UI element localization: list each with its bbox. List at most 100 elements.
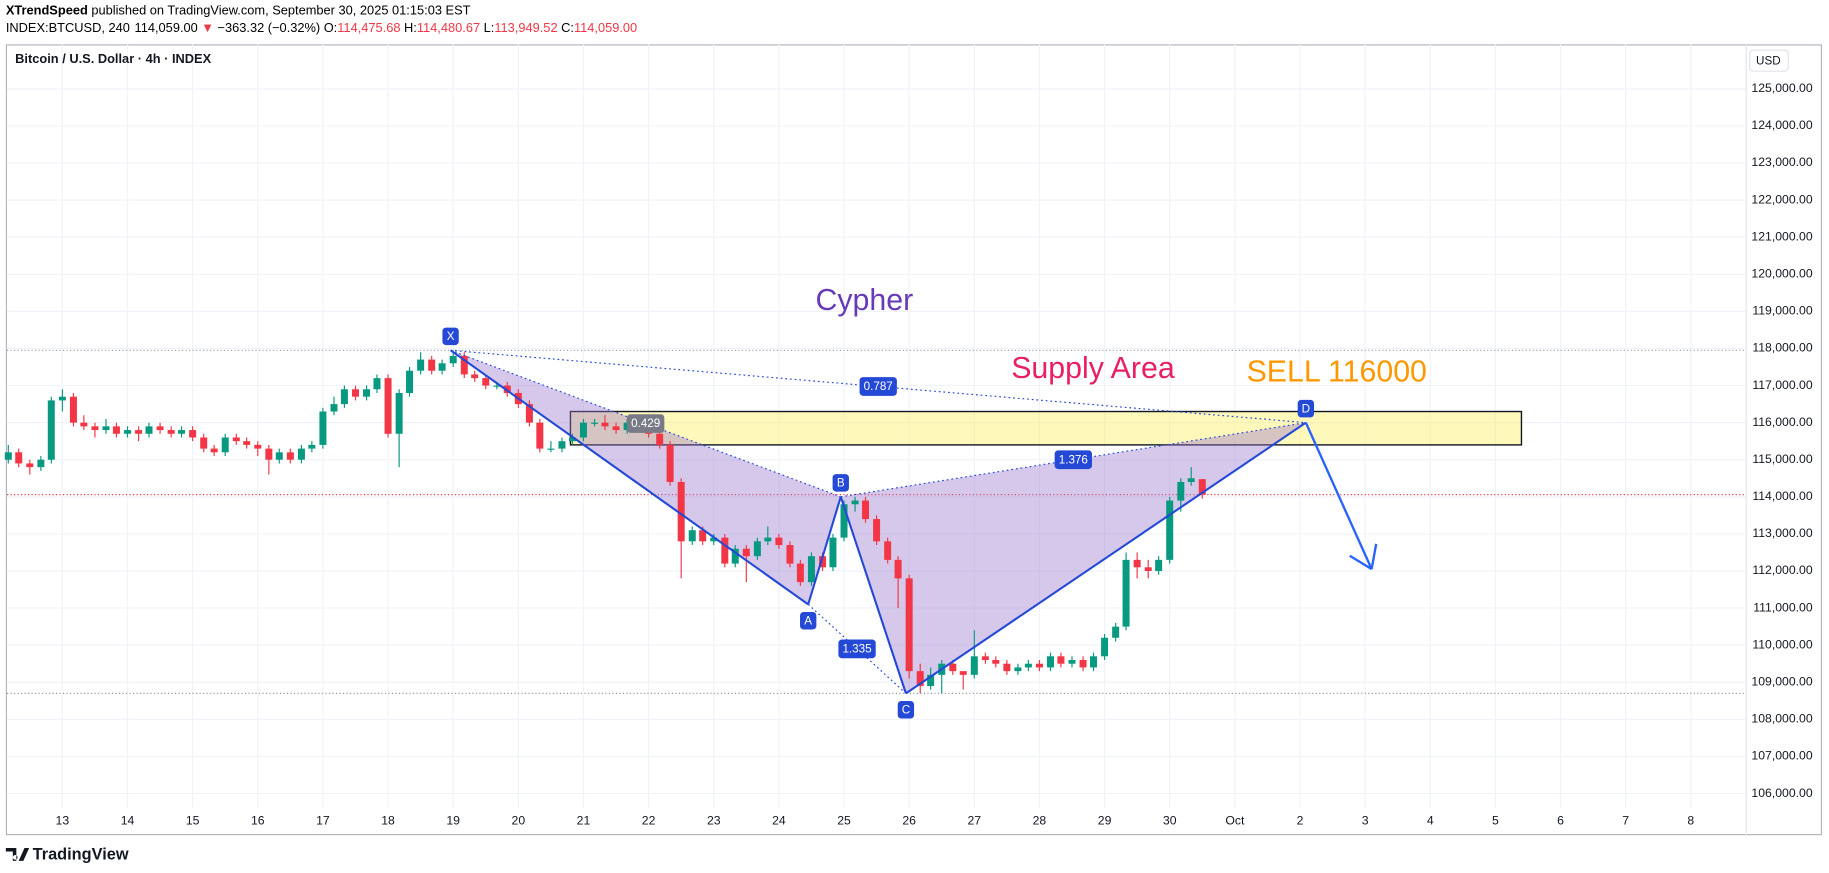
candle-body: [80, 422, 88, 427]
ratio-line: [840, 422, 1306, 498]
candle-body: [1198, 479, 1206, 495]
y-tick-label: 114,000.00: [1752, 489, 1813, 503]
x-tick-label: 4: [1427, 813, 1434, 827]
candle-body: [232, 437, 240, 442]
y-tick-label: 124,000.00: [1751, 118, 1812, 132]
y-tick-label: 113,000.00: [1752, 526, 1813, 540]
last-price: 114,059.00: [135, 21, 198, 36]
candle-body: [135, 430, 143, 434]
y-tick-label: 106,000.00: [1751, 786, 1812, 800]
ohlc-key: C:: [561, 21, 574, 36]
candle-body: [536, 422, 544, 449]
candle-body: [503, 385, 511, 393]
candle-body: [297, 448, 305, 460]
x-tick-label: 14: [121, 813, 135, 827]
candle-body: [1047, 656, 1055, 668]
candle-body: [547, 448, 555, 450]
candle-body: [1166, 500, 1174, 560]
candle-body: [568, 437, 576, 442]
candle-body: [1068, 660, 1076, 664]
zone-label: Supply Area: [1011, 352, 1175, 385]
point-label-box: [897, 700, 915, 719]
candle-body: [981, 656, 989, 661]
ratio-label: 0.429: [631, 417, 660, 430]
candle-body: [601, 422, 609, 427]
candle-body: [775, 537, 783, 546]
pattern-leg: [905, 421, 1307, 695]
y-tick-label: 116,000.00: [1752, 415, 1813, 429]
change-arrow: ▼: [201, 21, 214, 36]
x-tick-label: 21: [577, 813, 591, 827]
x-tick-label: 18: [381, 813, 395, 827]
y-tick-label: 107,000.00: [1751, 749, 1812, 763]
x-tick-label: 24: [772, 813, 786, 827]
candle-body: [710, 537, 718, 542]
candle-body: [721, 537, 729, 564]
ratio-box: [838, 639, 876, 659]
candle-body: [796, 563, 804, 583]
y-tick-label: 112,000.00: [1752, 563, 1813, 577]
ohlc-value: 114,059.00: [574, 21, 637, 36]
candle-body: [58, 396, 66, 401]
candle-body: [851, 500, 859, 505]
y-tick-label: 122,000.00: [1751, 192, 1812, 206]
point-label: C: [902, 703, 910, 716]
candle-body: [47, 400, 55, 460]
candle-body: [970, 656, 978, 675]
candle-body: [286, 452, 294, 460]
x-tick-label: 7: [1622, 813, 1629, 827]
candle-body: [525, 404, 533, 423]
candle-body: [178, 430, 186, 434]
candle-body: [1024, 663, 1032, 668]
candle-body: [363, 389, 371, 397]
candle-body: [156, 426, 164, 431]
candle-body: [862, 500, 870, 520]
x-tick-label: 27: [967, 813, 981, 827]
symbol-line: INDEX:BTCUSD, 240 114,059.00 ▼ −363.32 (−0.…: [6, 21, 637, 36]
point-label: X: [447, 330, 455, 343]
x-tick-label: 3: [1362, 813, 1369, 827]
ratio-box: [859, 377, 897, 396]
x-tick-label: 26: [902, 813, 916, 827]
supply-zone: [569, 410, 1523, 446]
x-tick-label: 22: [642, 813, 656, 827]
ratio-label: 1.335: [842, 643, 871, 656]
candle-body: [656, 433, 664, 445]
candle-body: [1122, 559, 1130, 627]
ratio-box: [627, 414, 665, 433]
candle-body: [1144, 567, 1152, 571]
candle-body: [37, 459, 45, 468]
x-tick-label: 2: [1297, 813, 1304, 827]
candle-body: [4, 452, 12, 460]
y-tick-label: 109,000.00: [1751, 674, 1812, 688]
candle-body: [1133, 559, 1141, 568]
pattern-name: Cypher: [815, 284, 913, 317]
candle-body: [308, 444, 316, 449]
candle-body: [840, 504, 848, 538]
candle-body: [15, 452, 23, 464]
candle-body: [167, 430, 175, 434]
pattern-leg: [839, 496, 907, 694]
logo-icon: [5, 848, 30, 861]
candle-body: [351, 389, 359, 397]
x-tick-label: Oct: [1225, 813, 1245, 827]
candle-body: [959, 671, 967, 675]
y-tick-label: 119,000.00: [1752, 304, 1813, 318]
candle-body: [460, 355, 468, 375]
candle-body: [1090, 656, 1097, 668]
candle-body: [482, 378, 490, 386]
candle-body: [26, 463, 34, 468]
candle-body: [471, 374, 479, 379]
point-label-box: [442, 327, 459, 346]
published: published on TradingView.com, September …: [91, 3, 470, 18]
x-tick-label: 8: [1687, 813, 1694, 827]
candle-body: [764, 537, 772, 542]
y-tick-label: 108,000.00: [1751, 712, 1812, 726]
candle-body: [124, 430, 132, 434]
ratio-box: [1054, 450, 1092, 470]
x-tick-label: 19: [446, 813, 460, 827]
sell-arrow: [1304, 422, 1373, 570]
candle-body: [699, 530, 707, 542]
candle-body: [428, 359, 436, 371]
symbol: INDEX:BTCUSD, 240: [6, 21, 130, 36]
